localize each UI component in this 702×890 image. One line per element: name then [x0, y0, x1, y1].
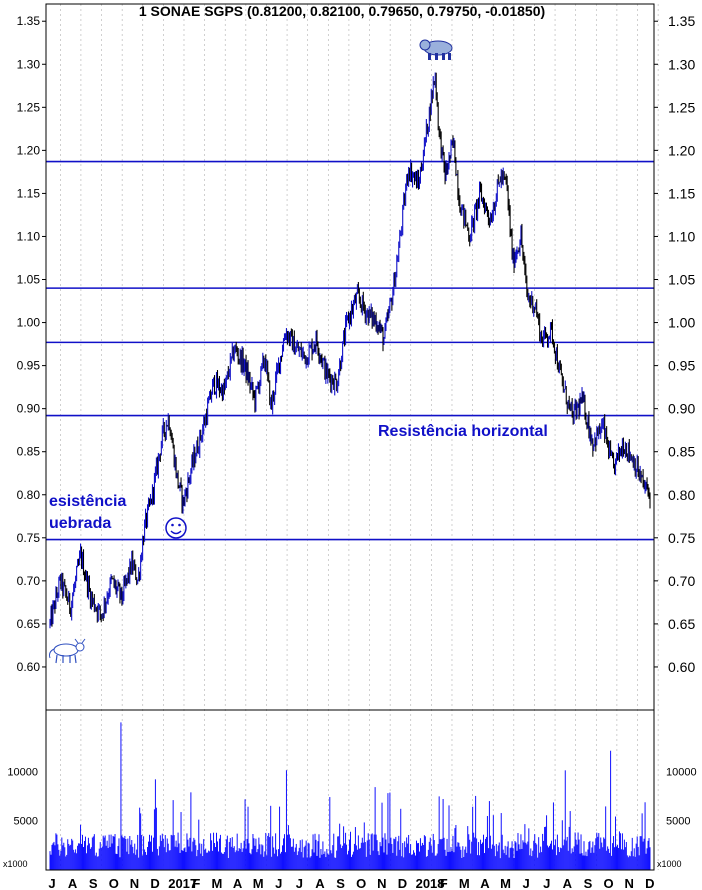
- month-label: M: [500, 876, 511, 890]
- month-label: J: [296, 876, 303, 890]
- price-tick-label-right: 0.95: [668, 358, 695, 374]
- month-label: O: [356, 876, 366, 890]
- price-tick-label-left: 1.25: [17, 100, 41, 114]
- month-label: D: [645, 876, 654, 890]
- month-label: M: [211, 876, 222, 890]
- volume-unit-right: x1000: [657, 859, 682, 869]
- grid-lines: [60, 4, 659, 870]
- month-label: N: [377, 876, 386, 890]
- month-label: J: [275, 876, 282, 890]
- annotation-resistencia-horizontal: Resistência horizontal: [378, 423, 548, 440]
- volume-tick-label-right: 5000: [666, 816, 690, 828]
- month-label: 2018: [416, 876, 445, 890]
- price-tick-label-right: 1.15: [668, 185, 695, 201]
- volume-tick-label-left: 10000: [7, 766, 38, 778]
- month-label: O: [604, 876, 614, 890]
- month-label: S: [336, 876, 345, 890]
- price-tick-label-left: 1.35: [17, 14, 41, 28]
- volume-tick-label-left: 5000: [14, 816, 38, 828]
- price-tick-label-right: 1.35: [668, 13, 695, 29]
- volume-unit-left: x1000: [3, 859, 28, 869]
- price-tick-label-right: 1.00: [668, 315, 695, 331]
- month-label: M: [459, 876, 470, 890]
- annotation-resistencia-line1: esistência: [49, 493, 126, 510]
- price-tick-label-right: 0.85: [668, 444, 695, 460]
- annotation-resistencia-line2: uebrada: [49, 515, 111, 532]
- price-tick-label-left: 0.95: [17, 359, 41, 373]
- month-label: A: [68, 876, 78, 890]
- price-tick-label-left: 1.20: [17, 143, 41, 157]
- month-label: F: [440, 876, 448, 890]
- price-tick-label-left: 0.65: [17, 617, 41, 631]
- price-tick-label-right: 0.60: [668, 659, 695, 675]
- volume-tick-label-right: 10000: [666, 766, 697, 778]
- price-tick-label-right: 1.05: [668, 272, 695, 288]
- smiley-icon: [165, 517, 187, 539]
- price-tick-label-left: 0.70: [17, 574, 41, 588]
- month-label: D: [150, 876, 159, 890]
- price-tick-label-right: 1.25: [668, 99, 695, 115]
- bear-icon: [419, 39, 453, 60]
- price-tick-label-left: 0.75: [17, 531, 41, 545]
- month-label: A: [233, 876, 243, 890]
- month-label: A: [315, 876, 325, 890]
- month-label: J: [523, 876, 530, 890]
- price-tick-label-left: 0.85: [17, 445, 41, 459]
- volume-bars: [49, 722, 651, 870]
- month-label: M: [253, 876, 264, 890]
- resistance-lines: [46, 160, 654, 541]
- price-tick-label-right: 1.30: [668, 56, 695, 72]
- price-tick-label-right: 1.20: [668, 142, 695, 158]
- month-label: S: [89, 876, 98, 890]
- price-tick-label-left: 0.80: [17, 488, 41, 502]
- bull-icon: [49, 638, 86, 664]
- month-label: A: [480, 876, 490, 890]
- price-tick-label-left: 0.90: [17, 402, 41, 416]
- month-label: F: [192, 876, 200, 890]
- price-tick-label-right: 0.75: [668, 530, 695, 546]
- month-label: N: [625, 876, 634, 890]
- price-axis-left: 1.35 1.30 1.25 1.20 1.15 1.10 1.05 1.00 0.95 0.90…: [17, 14, 46, 674]
- price-tick-label-left: 1.00: [17, 316, 41, 330]
- price-tick-label-left: 1.15: [17, 186, 41, 200]
- chart-title: 1 SONAE SGPS (0.81200, 0.82100, 0.79650,…: [139, 3, 545, 19]
- price-tick-label-left: 0.60: [17, 660, 41, 674]
- month-label: J: [543, 876, 550, 890]
- price-tick-label-right: 0.90: [668, 401, 695, 417]
- month-label: J: [48, 876, 55, 890]
- month-label: A: [563, 876, 573, 890]
- month-label: 2017: [168, 876, 197, 890]
- price-tick-label-right: 0.80: [668, 487, 695, 503]
- price-axis-right: 1.35 1.30 1.25 1.20 1.15 1.10 1.05 1.00 0.95 0.90…: [654, 13, 695, 675]
- price-tick-label-left: 1.30: [17, 57, 41, 71]
- price-candles: [49, 72, 651, 629]
- price-tick-label-right: 1.10: [668, 228, 695, 244]
- month-label: N: [130, 876, 139, 890]
- plot-border: [45, 3, 655, 871]
- price-tick-label-left: 1.05: [17, 273, 41, 287]
- chart-frame: [45, 3, 655, 871]
- month-label: O: [109, 876, 119, 890]
- volume-axis: 10000 10000 5000 5000: [7, 766, 696, 827]
- price-tick-label-right: 0.70: [668, 573, 695, 589]
- price-tick-label-left: 1.10: [17, 229, 41, 243]
- month-label: S: [584, 876, 593, 890]
- price-tick-label-right: 0.65: [668, 616, 695, 632]
- month-label: D: [398, 876, 407, 890]
